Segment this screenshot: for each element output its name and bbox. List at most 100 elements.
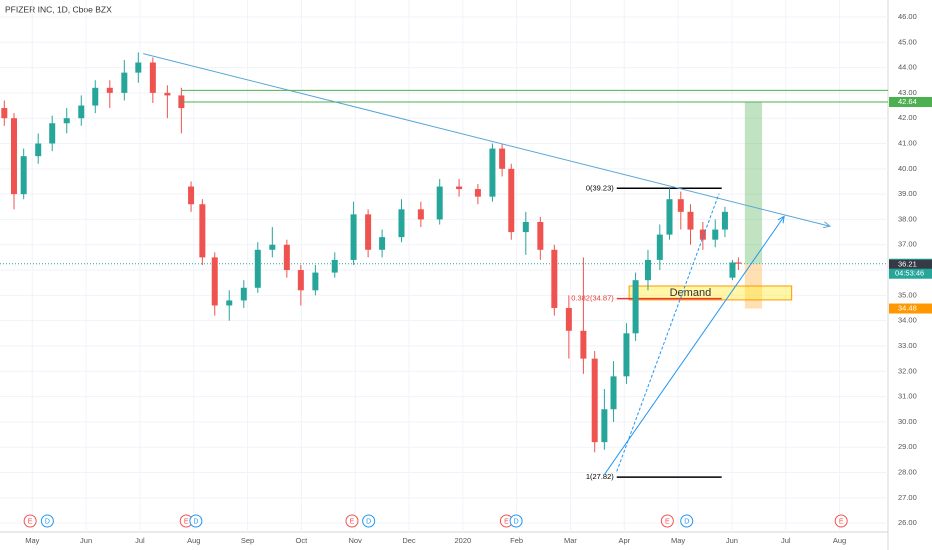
y-tick-label: 31.00: [898, 392, 917, 401]
candle-body: [712, 229, 719, 240]
fib-label: 0(39.23): [586, 183, 614, 192]
candle-body: [35, 143, 42, 157]
event-marker: [362, 514, 376, 528]
event-marker: [680, 514, 694, 528]
y-tick-label: 44.00: [898, 63, 917, 72]
y-tick-label: 35.00: [898, 290, 917, 299]
event-label: D: [366, 518, 371, 525]
candle-body: [240, 287, 247, 301]
candle-body: [632, 280, 639, 334]
candle-body: [687, 211, 694, 230]
y-tick-label: 30.00: [898, 417, 917, 426]
candle-body: [699, 229, 706, 240]
event-label: E: [350, 518, 355, 525]
x-tick-label: Sep: [241, 536, 254, 545]
y-tick-label: 34.00: [898, 316, 917, 325]
y-tick-label: 32.00: [898, 366, 917, 375]
candle-body: [474, 189, 481, 197]
event-label: E: [184, 518, 189, 525]
candle-body: [666, 199, 673, 235]
candle-body: [20, 156, 27, 195]
trend-line: [143, 53, 830, 227]
candle-body: [350, 214, 357, 260]
candle-body: [78, 105, 85, 119]
candle-body: [164, 92, 171, 96]
candle-body: [456, 186, 463, 190]
x-tick-label: Aug: [833, 536, 846, 545]
event-label: D: [684, 518, 689, 525]
event-label: E: [28, 518, 33, 525]
chart-title: PFIZER INC, 1D, Cboe BZX: [5, 4, 112, 14]
price-tag: [889, 259, 932, 270]
candle-body: [591, 358, 598, 443]
y-tick-label: 43.00: [898, 88, 917, 97]
x-tick-label: Oct: [296, 536, 309, 545]
candle-body: [211, 257, 218, 306]
event-marker: [345, 514, 359, 528]
candle-body: [149, 62, 156, 93]
candle-body: [623, 333, 630, 377]
x-tick-label: Dec: [402, 536, 416, 545]
event-marker: [40, 514, 54, 528]
candle-body: [489, 148, 496, 197]
candle-body: [565, 308, 572, 331]
candle-body: [199, 204, 206, 258]
x-tick-label: May: [671, 536, 685, 545]
event-label: E: [665, 518, 670, 525]
candle-body: [522, 221, 529, 233]
countdown-box: [889, 268, 932, 279]
x-tick-label: 2020: [454, 536, 471, 545]
candle-body: [312, 272, 319, 291]
y-tick-label: 39.00: [898, 189, 917, 198]
fib-label: 1(27.82): [586, 472, 614, 481]
candle-body: [297, 270, 304, 291]
y-tick-label: 27.00: [898, 493, 917, 502]
y-tick-label: 33.00: [898, 341, 917, 350]
candle-body: [551, 249, 558, 309]
candle-body: [537, 221, 544, 250]
candle-body: [735, 262, 742, 264]
candle-body: [721, 211, 728, 230]
candle-body: [226, 300, 233, 306]
candle-body: [365, 214, 372, 250]
candle-body: [499, 148, 506, 169]
x-tick-label: Mar: [564, 536, 577, 545]
candle-body: [417, 209, 424, 220]
candle-body: [580, 330, 587, 359]
candle-body: [508, 168, 515, 233]
price-tag-label: 34.48: [898, 304, 917, 313]
candle-body: [121, 72, 128, 93]
price-tag-label: 36.21: [898, 260, 917, 269]
candle-body: [601, 409, 608, 443]
x-tick-label: Jul: [781, 536, 791, 545]
candle-body: [135, 62, 142, 73]
candle-body: [331, 259, 338, 273]
y-tick-label: 46.00: [898, 12, 917, 21]
event-marker: [189, 514, 203, 528]
x-tick-label: Aug: [187, 536, 200, 545]
candle-body: [398, 209, 405, 238]
candle-body: [269, 244, 276, 250]
candle-body: [283, 244, 290, 271]
event-marker: [660, 514, 674, 528]
candle-body: [644, 259, 651, 281]
x-tick-label: Nov: [349, 536, 363, 545]
event-marker: [834, 514, 848, 528]
candle-body: [677, 199, 684, 212]
candle-body: [436, 186, 443, 220]
trend-line: [603, 216, 785, 475]
candle-body: [10, 118, 17, 195]
event-label: D: [514, 518, 519, 525]
arrow-head: [777, 215, 785, 224]
arrow-head: [822, 221, 831, 229]
fib-label: 0.382(34.87): [571, 294, 614, 303]
candle-body: [610, 376, 617, 410]
countdown: 04:53:46: [895, 269, 924, 278]
price-tag: [889, 96, 932, 107]
candle-body: [92, 87, 99, 106]
x-tick-label: Feb: [510, 536, 523, 545]
event-marker: [509, 514, 523, 528]
event-label: E: [504, 518, 509, 525]
trend-line: [616, 193, 720, 472]
